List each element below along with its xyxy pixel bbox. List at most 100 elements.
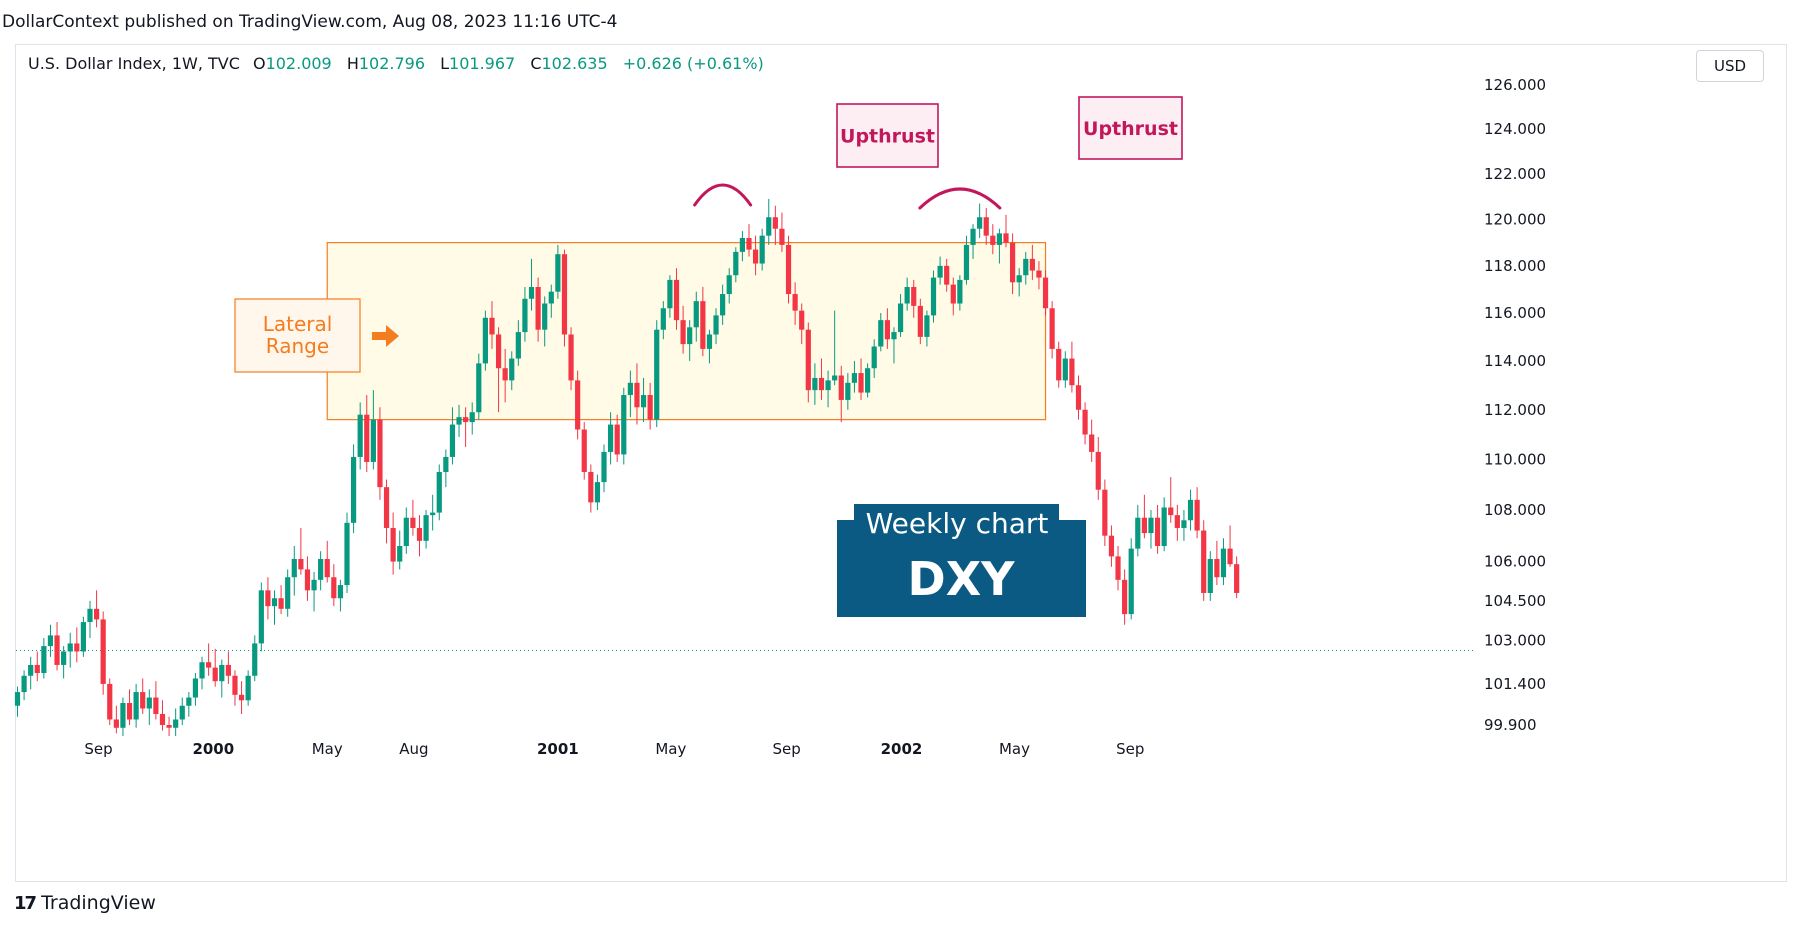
- candle: [1042, 270, 1049, 316]
- candle: [469, 402, 475, 435]
- candle-body: [1056, 348, 1062, 381]
- candle-body: [1029, 258, 1035, 271]
- candle-body: [41, 646, 47, 674]
- candle-body: [812, 377, 818, 391]
- y-tick-label: 99.900: [1484, 716, 1537, 734]
- candle-body: [166, 725, 172, 728]
- candle: [621, 387, 627, 465]
- publish-header: DollarContext published on TradingView.c…: [2, 12, 618, 32]
- candle: [252, 635, 258, 682]
- candle-body: [476, 363, 482, 413]
- candle-body: [1062, 358, 1068, 381]
- candle-body: [1009, 242, 1016, 283]
- candle-body: [509, 358, 515, 381]
- candle: [403, 507, 409, 554]
- candle-body: [693, 301, 699, 328]
- candle: [28, 656, 34, 690]
- candle-body: [370, 419, 376, 462]
- candle-body: [832, 375, 838, 381]
- candle: [1187, 489, 1194, 531]
- candle: [1049, 301, 1055, 359]
- candle: [706, 329, 713, 364]
- candle: [133, 683, 139, 728]
- x-tick-label: Sep: [1116, 740, 1144, 758]
- candle-body: [851, 373, 858, 383]
- x-tick-label: May: [655, 740, 686, 758]
- tradingview-logo[interactable]: 17 TradingView: [14, 892, 156, 914]
- candle: [1016, 268, 1022, 297]
- candle: [957, 275, 963, 311]
- candle: [528, 258, 535, 311]
- candle-body: [449, 424, 456, 457]
- candle: [364, 395, 370, 473]
- currency-selector[interactable]: USD: [1696, 50, 1764, 82]
- candle-body: [660, 308, 666, 330]
- candle: [80, 616, 86, 657]
- candle: [752, 235, 759, 276]
- candle: [311, 572, 317, 612]
- candle: [1122, 569, 1128, 625]
- candle: [904, 277, 910, 311]
- x-tick-label: May: [312, 740, 343, 758]
- candle: [588, 464, 594, 513]
- candle-body: [159, 713, 166, 725]
- chart-frame: [15, 44, 1787, 882]
- candle-body: [687, 327, 693, 345]
- candle-body: [983, 217, 989, 236]
- candle-body: [324, 558, 330, 578]
- badge-line1: Weekly chart: [866, 507, 1049, 540]
- candle-body: [608, 424, 614, 452]
- candle-body: [640, 395, 647, 408]
- candle-body: [594, 482, 601, 503]
- candle-body: [1181, 520, 1187, 528]
- candle: [1181, 510, 1187, 541]
- candle-body: [845, 382, 851, 400]
- candle: [654, 320, 660, 428]
- legend-high-label: H: [346, 54, 359, 73]
- candle: [489, 301, 495, 349]
- candle: [1115, 546, 1121, 591]
- candle: [990, 224, 996, 255]
- x-tick-label: 2000: [192, 740, 234, 758]
- candle-body: [153, 697, 159, 714]
- candle-body: [278, 598, 284, 609]
- candle: [1194, 487, 1200, 539]
- candle: [199, 656, 205, 690]
- candle: [1168, 477, 1174, 523]
- candle: [1234, 556, 1240, 599]
- candle: [805, 322, 811, 403]
- candle-body: [146, 697, 152, 709]
- candle: [594, 474, 601, 511]
- candle: [271, 590, 278, 625]
- candle: [47, 624, 54, 657]
- candle: [601, 444, 607, 493]
- candle-body: [647, 395, 653, 420]
- candle: [74, 627, 80, 663]
- candle-body: [878, 320, 884, 347]
- candle: [107, 678, 113, 725]
- candle: [206, 643, 212, 676]
- candle: [799, 303, 805, 345]
- candle: [568, 327, 574, 391]
- legend-close-value: 102.635: [541, 54, 608, 73]
- candle: [608, 412, 614, 465]
- candle: [278, 585, 284, 615]
- candle: [67, 632, 73, 668]
- legend-symbol[interactable]: U.S. Dollar Index, 1W, TVC: [28, 54, 240, 73]
- candle-body: [100, 619, 106, 684]
- candle: [996, 228, 1003, 264]
- candle-body: [74, 643, 80, 652]
- candle-body: [937, 265, 943, 278]
- y-tick-label: 103.000: [1484, 632, 1546, 650]
- candle-body: [245, 675, 251, 701]
- candle: [265, 577, 271, 620]
- candle-body: [1201, 530, 1207, 593]
- candle-body: [443, 456, 449, 473]
- candle-body: [140, 692, 146, 709]
- candle: [186, 692, 192, 717]
- candle: [225, 651, 231, 684]
- candle-body: [627, 382, 633, 396]
- candle: [54, 622, 60, 671]
- candle-body: [173, 719, 179, 728]
